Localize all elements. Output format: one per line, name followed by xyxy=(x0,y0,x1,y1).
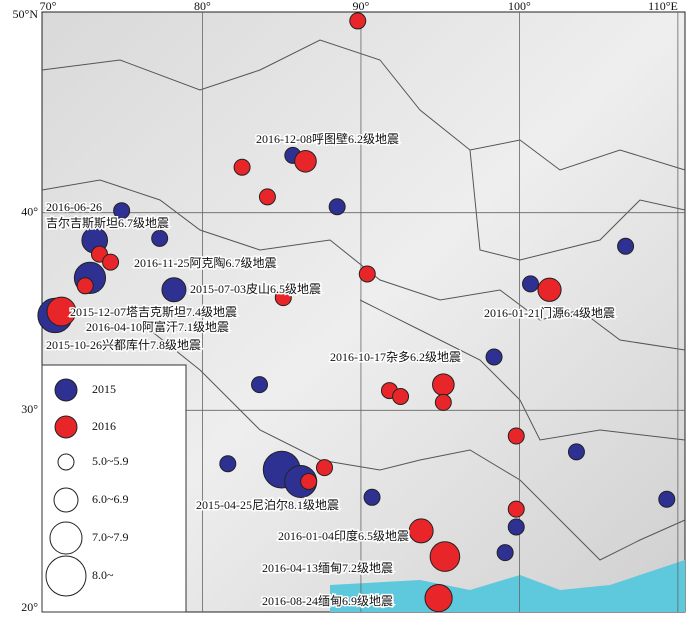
earthquake xyxy=(294,149,317,173)
earthquake xyxy=(274,289,292,307)
earthquake xyxy=(219,455,237,473)
earthquake xyxy=(328,198,346,216)
annotation: 2016-10-17杂多6.2级地震 xyxy=(330,350,461,364)
legend-label: 6.0~6.9 xyxy=(92,492,129,506)
earthquake xyxy=(567,443,585,461)
annotation: 2015-04-25尼泊尔8.1级地震 xyxy=(196,497,339,512)
layer: 2016-12-08呼图壁6.2级地震 2016-06-26吉尔吉斯斯坦6.7级地… xyxy=(37,12,676,613)
legend-label: 2016 xyxy=(92,419,116,433)
lon-tick-label: 70° xyxy=(40,0,57,13)
sea xyxy=(330,560,685,612)
annotation: 2016-06-26 xyxy=(46,200,102,214)
annotation: 2015-12-07塔吉克斯坦7.4级地震 xyxy=(70,305,237,319)
lon-tick-label: 80° xyxy=(194,0,211,13)
earthquake xyxy=(161,277,187,303)
lat-tick-label: 50°N xyxy=(13,7,39,21)
earthquake xyxy=(233,158,251,176)
annotation: 2016-04-10阿富汗7.1级地震 xyxy=(86,319,229,334)
legend-label: 8.0~ xyxy=(92,568,114,582)
earthquake xyxy=(392,387,410,405)
annotation: 2016-01-04印度6.5级地震 xyxy=(278,528,409,543)
earthquake xyxy=(424,584,453,613)
earthquake xyxy=(358,265,376,283)
lat-tick-label: 20° xyxy=(21,600,38,614)
annotation: 2015-10-26兴都库什7.8级地震 xyxy=(46,337,201,352)
earthquake xyxy=(363,488,381,506)
annotation: 吉尔吉斯斯坦6.7级地震 xyxy=(46,215,169,230)
legend-size-marker xyxy=(49,521,83,555)
earthquake xyxy=(102,253,120,271)
legend-label: 2015 xyxy=(92,382,116,396)
lon-tick-label: 90° xyxy=(353,0,370,13)
earthquake xyxy=(434,393,452,411)
earthquake xyxy=(507,500,525,518)
earthquake xyxy=(496,544,514,562)
lon-tick-label: 100° xyxy=(508,0,531,13)
legend-label: 7.0~7.9 xyxy=(92,530,129,544)
annotation: 2016-01-21门源6.4级地震 xyxy=(484,305,615,320)
earthquake xyxy=(315,459,333,477)
earthquake xyxy=(507,427,525,445)
annotation: 2016-11-25阿克陶6.7级地震 xyxy=(134,255,277,270)
earthquake xyxy=(76,277,94,295)
legend-marker xyxy=(54,378,78,402)
lon-tick-label: 110°E xyxy=(648,0,678,13)
lat-tick-label: 40° xyxy=(21,204,38,218)
earthquake xyxy=(258,188,276,206)
earthquake xyxy=(151,229,169,247)
earthquake xyxy=(507,518,525,536)
lat-tick-label: 30° xyxy=(21,402,38,416)
annotation: 2016-04-13缅甸7.2级地震 xyxy=(262,561,393,575)
earthquake xyxy=(113,202,131,220)
legend-size-marker xyxy=(45,555,87,597)
earthquake xyxy=(617,237,635,255)
earthquake xyxy=(658,490,676,508)
earthquake xyxy=(485,348,503,366)
earthquake xyxy=(46,296,77,327)
annotation: 2016-08-24缅甸6.9级地震 xyxy=(262,594,393,608)
earthquake xyxy=(521,275,539,293)
annotation: 2016-12-08呼图壁6.2级地震 xyxy=(256,131,399,146)
earthquake xyxy=(300,472,318,490)
legend-marker xyxy=(54,415,78,439)
earthquake xyxy=(537,277,562,302)
borders xyxy=(41,39,686,561)
earthquake xyxy=(251,376,269,394)
earthquake xyxy=(432,373,455,396)
legend-label: 5.0~5.9 xyxy=(92,454,129,468)
legend-size-marker xyxy=(53,487,79,513)
annotation: 2015-07-03皮山6.5级地震 xyxy=(190,282,321,296)
earthquake xyxy=(429,541,461,572)
earthquake xyxy=(349,12,367,30)
legend-size-marker xyxy=(57,453,75,471)
earthquake xyxy=(408,518,434,544)
